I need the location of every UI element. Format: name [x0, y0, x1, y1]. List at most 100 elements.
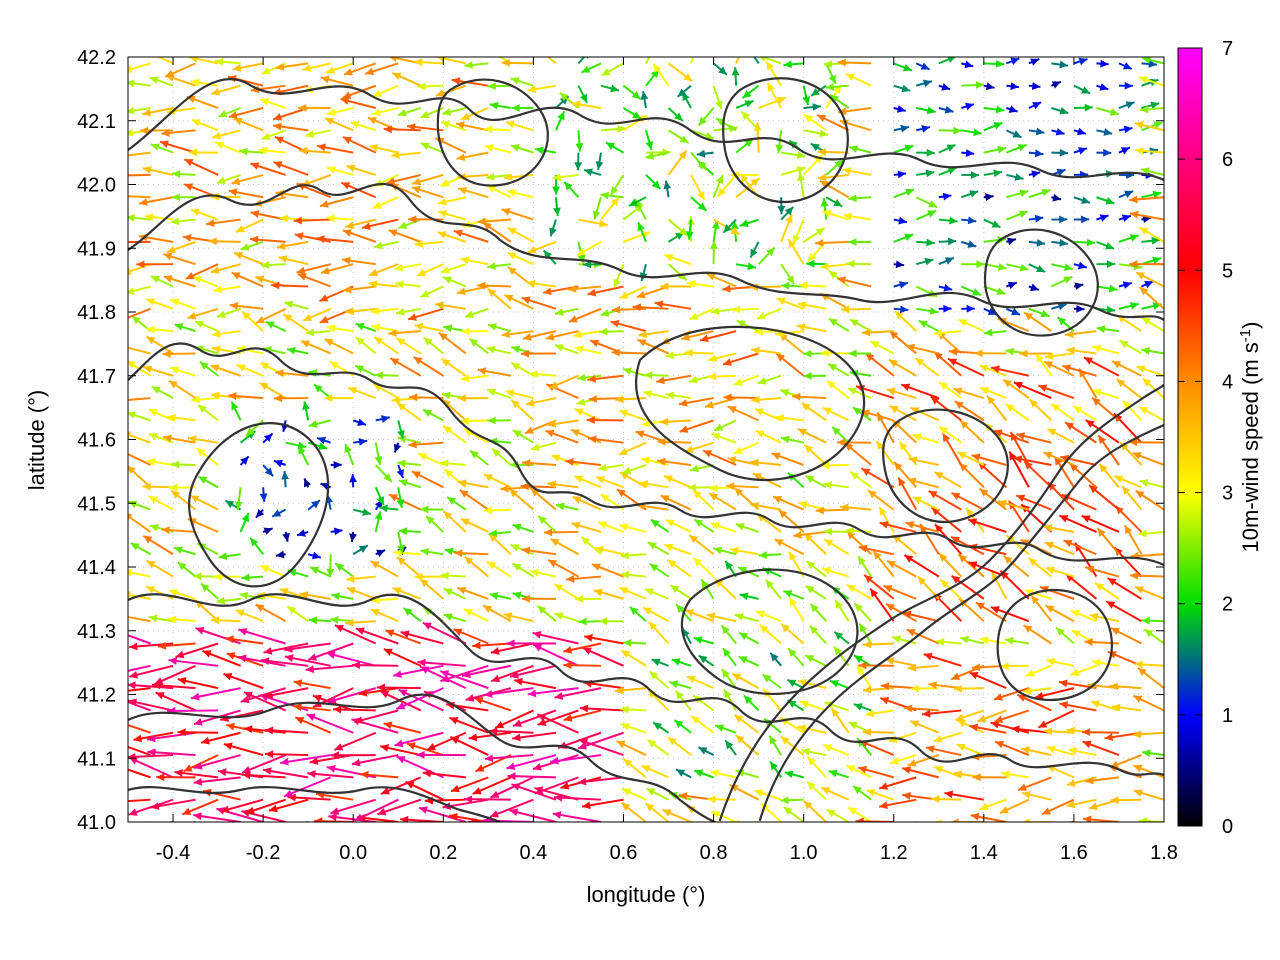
wind-vector	[780, 166, 806, 176]
wind-vector	[200, 582, 219, 600]
wind-vector	[751, 346, 782, 355]
colorbar-tick-label: 5	[1222, 260, 1233, 282]
wind-vector	[1141, 616, 1164, 625]
wind-vector	[1118, 101, 1135, 109]
wind-vector	[507, 251, 534, 266]
wind-vector	[616, 740, 647, 756]
wind-vector	[342, 84, 377, 99]
wind-vector	[398, 479, 422, 489]
wind-vector	[645, 787, 669, 801]
wind-vector	[145, 298, 174, 310]
wind-vector	[241, 754, 287, 774]
wind-vector	[663, 474, 692, 489]
wind-vector	[950, 818, 984, 822]
wind-vector	[699, 330, 737, 343]
wind-vector	[352, 418, 367, 426]
wind-vector	[780, 623, 805, 645]
wind-vector	[1118, 146, 1131, 155]
wind-vector	[925, 745, 962, 757]
wind-vector	[170, 217, 196, 226]
wind-vector	[647, 541, 670, 556]
wind-vector	[373, 240, 399, 250]
wind-vector	[331, 592, 354, 601]
wind-vector	[128, 213, 151, 222]
wind-vector	[146, 335, 174, 355]
wind-vector	[915, 196, 938, 209]
wind-vector	[397, 107, 422, 117]
wind-vector	[547, 480, 579, 489]
wind-vector	[501, 330, 534, 339]
wind-vector	[354, 709, 399, 724]
wind-vector	[712, 62, 728, 76]
wind-vector	[487, 262, 511, 270]
wind-vector	[210, 616, 241, 625]
wind-vector	[128, 597, 129, 599]
y-tick-label: 41.6	[77, 430, 116, 452]
wind-vector	[815, 506, 849, 515]
wind-vector	[510, 77, 534, 87]
wind-vector	[1132, 451, 1164, 466]
wind-vector	[915, 209, 937, 221]
wind-vector	[595, 476, 624, 489]
wind-vector	[839, 503, 872, 512]
wind-vector	[897, 476, 918, 511]
wind-vector	[463, 428, 489, 444]
wind-vector	[342, 136, 377, 154]
y-axis-title: latitude (°)	[24, 390, 49, 491]
wind-vector	[190, 687, 241, 701]
wind-vector	[464, 307, 489, 318]
wind-vector	[326, 554, 335, 578]
wind-vector	[422, 769, 466, 779]
wind-vector	[579, 704, 624, 713]
wind-vector	[837, 438, 872, 447]
wind-vector	[1005, 129, 1022, 139]
wind-vector	[148, 408, 174, 422]
wind-vector	[449, 736, 489, 756]
wind-vector	[828, 317, 850, 332]
wind-vector	[1081, 728, 1119, 737]
wind-vector	[657, 437, 692, 446]
wind-vector	[486, 345, 512, 355]
wind-vector	[239, 147, 264, 156]
wind-vector	[955, 709, 985, 722]
wind-vector	[202, 649, 241, 667]
wind-vector	[545, 330, 579, 341]
wind-vector	[414, 322, 444, 333]
wind-vector	[298, 103, 331, 112]
wind-vector	[263, 642, 309, 655]
wind-vector	[299, 591, 331, 600]
wind-vector	[188, 148, 219, 157]
wind-vector	[667, 107, 684, 122]
wind-vector	[1082, 740, 1120, 756]
wind-vector	[521, 296, 557, 310]
wind-vector	[979, 364, 1007, 377]
wind-vector	[128, 463, 129, 465]
wind-vector	[823, 481, 849, 489]
wind-vector	[550, 754, 602, 765]
wind-vector	[1021, 790, 1052, 801]
wind-vector	[488, 532, 512, 555]
wind-vector	[464, 61, 489, 69]
wind-vector	[1001, 770, 1030, 779]
wind-vector	[1118, 190, 1134, 199]
wind-vector	[577, 731, 624, 750]
wind-vector	[506, 639, 556, 648]
wind-vector	[837, 58, 872, 67]
wind-vector	[1134, 586, 1164, 600]
wind-vector	[142, 535, 174, 556]
wind-vector	[938, 304, 952, 313]
wind-vector	[580, 536, 602, 555]
wind-vector	[1011, 725, 1052, 734]
wind-vector	[860, 409, 895, 422]
wind-vector	[521, 594, 556, 603]
x-axis: -0.4 -0.2 0.0 0.2 0.4 0.6 0.8 1.0 1.2 1.4 1.6 1.8	[156, 57, 1178, 864]
wind-vector	[208, 237, 241, 246]
wind-vector	[1008, 451, 1030, 488]
wind-vector	[708, 492, 737, 511]
wind-vector	[388, 493, 422, 511]
wind-vector	[307, 441, 328, 450]
wind-vector	[511, 345, 534, 355]
wind-vector	[615, 395, 647, 404]
wind-vector	[766, 82, 783, 109]
wind-vector	[259, 98, 286, 109]
